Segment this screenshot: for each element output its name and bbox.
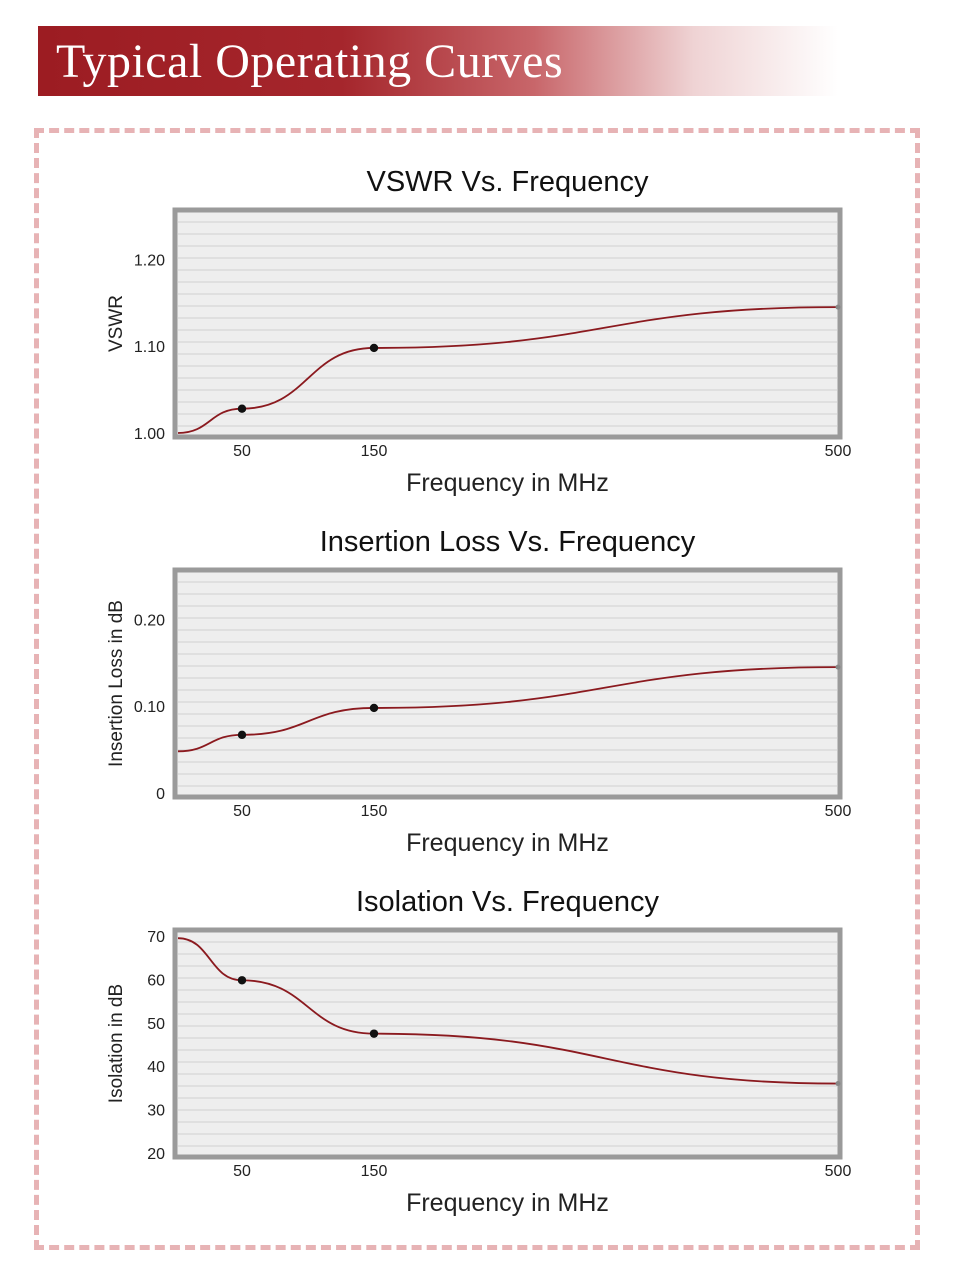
isolation-chart: Isolation Vs. Frequency 70 60 50 40 30 20 50 150… (106, 886, 852, 1217)
x-axis-label: Frequency in MHz (406, 1189, 609, 1217)
x-axis-label: Frequency in MHz (406, 829, 609, 857)
end-point (835, 664, 841, 670)
y-tick-label: 70 (147, 929, 165, 946)
y-tick-label: 30 (147, 1103, 165, 1120)
page-title: Typical Operating Curves (56, 35, 564, 88)
data-point (369, 343, 379, 353)
plot-frame (172, 927, 843, 1160)
y-axis-label: VSWR (106, 295, 127, 352)
data-point (369, 1029, 379, 1038)
data-point (237, 404, 247, 413)
y-tick-label: 1.20 (134, 252, 165, 269)
y-tick-label: 0.20 (134, 612, 165, 629)
x-tick-label: 500 (825, 803, 852, 820)
chart-title: VSWR Vs. Frequency (366, 166, 649, 198)
data-point (237, 976, 247, 985)
x-axis-label: Frequency in MHz (406, 469, 609, 497)
y-axis-label: Insertion Loss in dB (106, 600, 127, 767)
chart-title: Insertion Loss Vs. Frequency (320, 526, 696, 558)
series-line (177, 937, 839, 1085)
end-point (835, 1081, 841, 1087)
y-tick-label: 60 (147, 972, 165, 989)
grid (178, 581, 837, 787)
end-point (835, 304, 841, 310)
y-tick-label: 1.00 (134, 426, 165, 443)
grid (178, 941, 837, 1147)
vswr-chart: VSWR Vs. Frequency 1.20 1.10 1.00 50 150 500 VS… (106, 166, 852, 497)
x-tick-label: 150 (361, 443, 388, 460)
x-tick-label: 150 (361, 803, 388, 820)
y-tick-label: 0 (156, 786, 165, 803)
x-tick-label: 50 (233, 443, 251, 460)
grid (178, 221, 837, 427)
y-tick-label: 0.10 (134, 699, 165, 716)
x-tick-label: 50 (233, 1163, 251, 1180)
x-tick-label: 500 (825, 1163, 852, 1180)
plot-frame (172, 207, 843, 440)
y-tick-label: 50 (147, 1016, 165, 1033)
data-point (237, 730, 247, 740)
header-banner: Typical Operating Curves (38, 26, 838, 96)
x-tick-label: 500 (825, 443, 852, 460)
chart-title: Isolation Vs. Frequency (356, 886, 660, 918)
y-tick-label: 40 (147, 1059, 165, 1076)
y-tick-label: 1.10 (134, 339, 165, 356)
x-tick-label: 50 (233, 803, 251, 820)
y-tick-label: 20 (147, 1146, 165, 1163)
y-axis-label: Isolation in dB (106, 984, 127, 1103)
series-line (177, 306, 839, 434)
x-tick-label: 150 (361, 1163, 388, 1180)
dashed-frame (34, 128, 920, 1250)
data-point (369, 703, 379, 713)
insertion-loss-chart: Insertion Loss Vs. Frequency 0.20 0.10 0 50 1… (106, 526, 852, 857)
plot-frame (172, 567, 843, 800)
